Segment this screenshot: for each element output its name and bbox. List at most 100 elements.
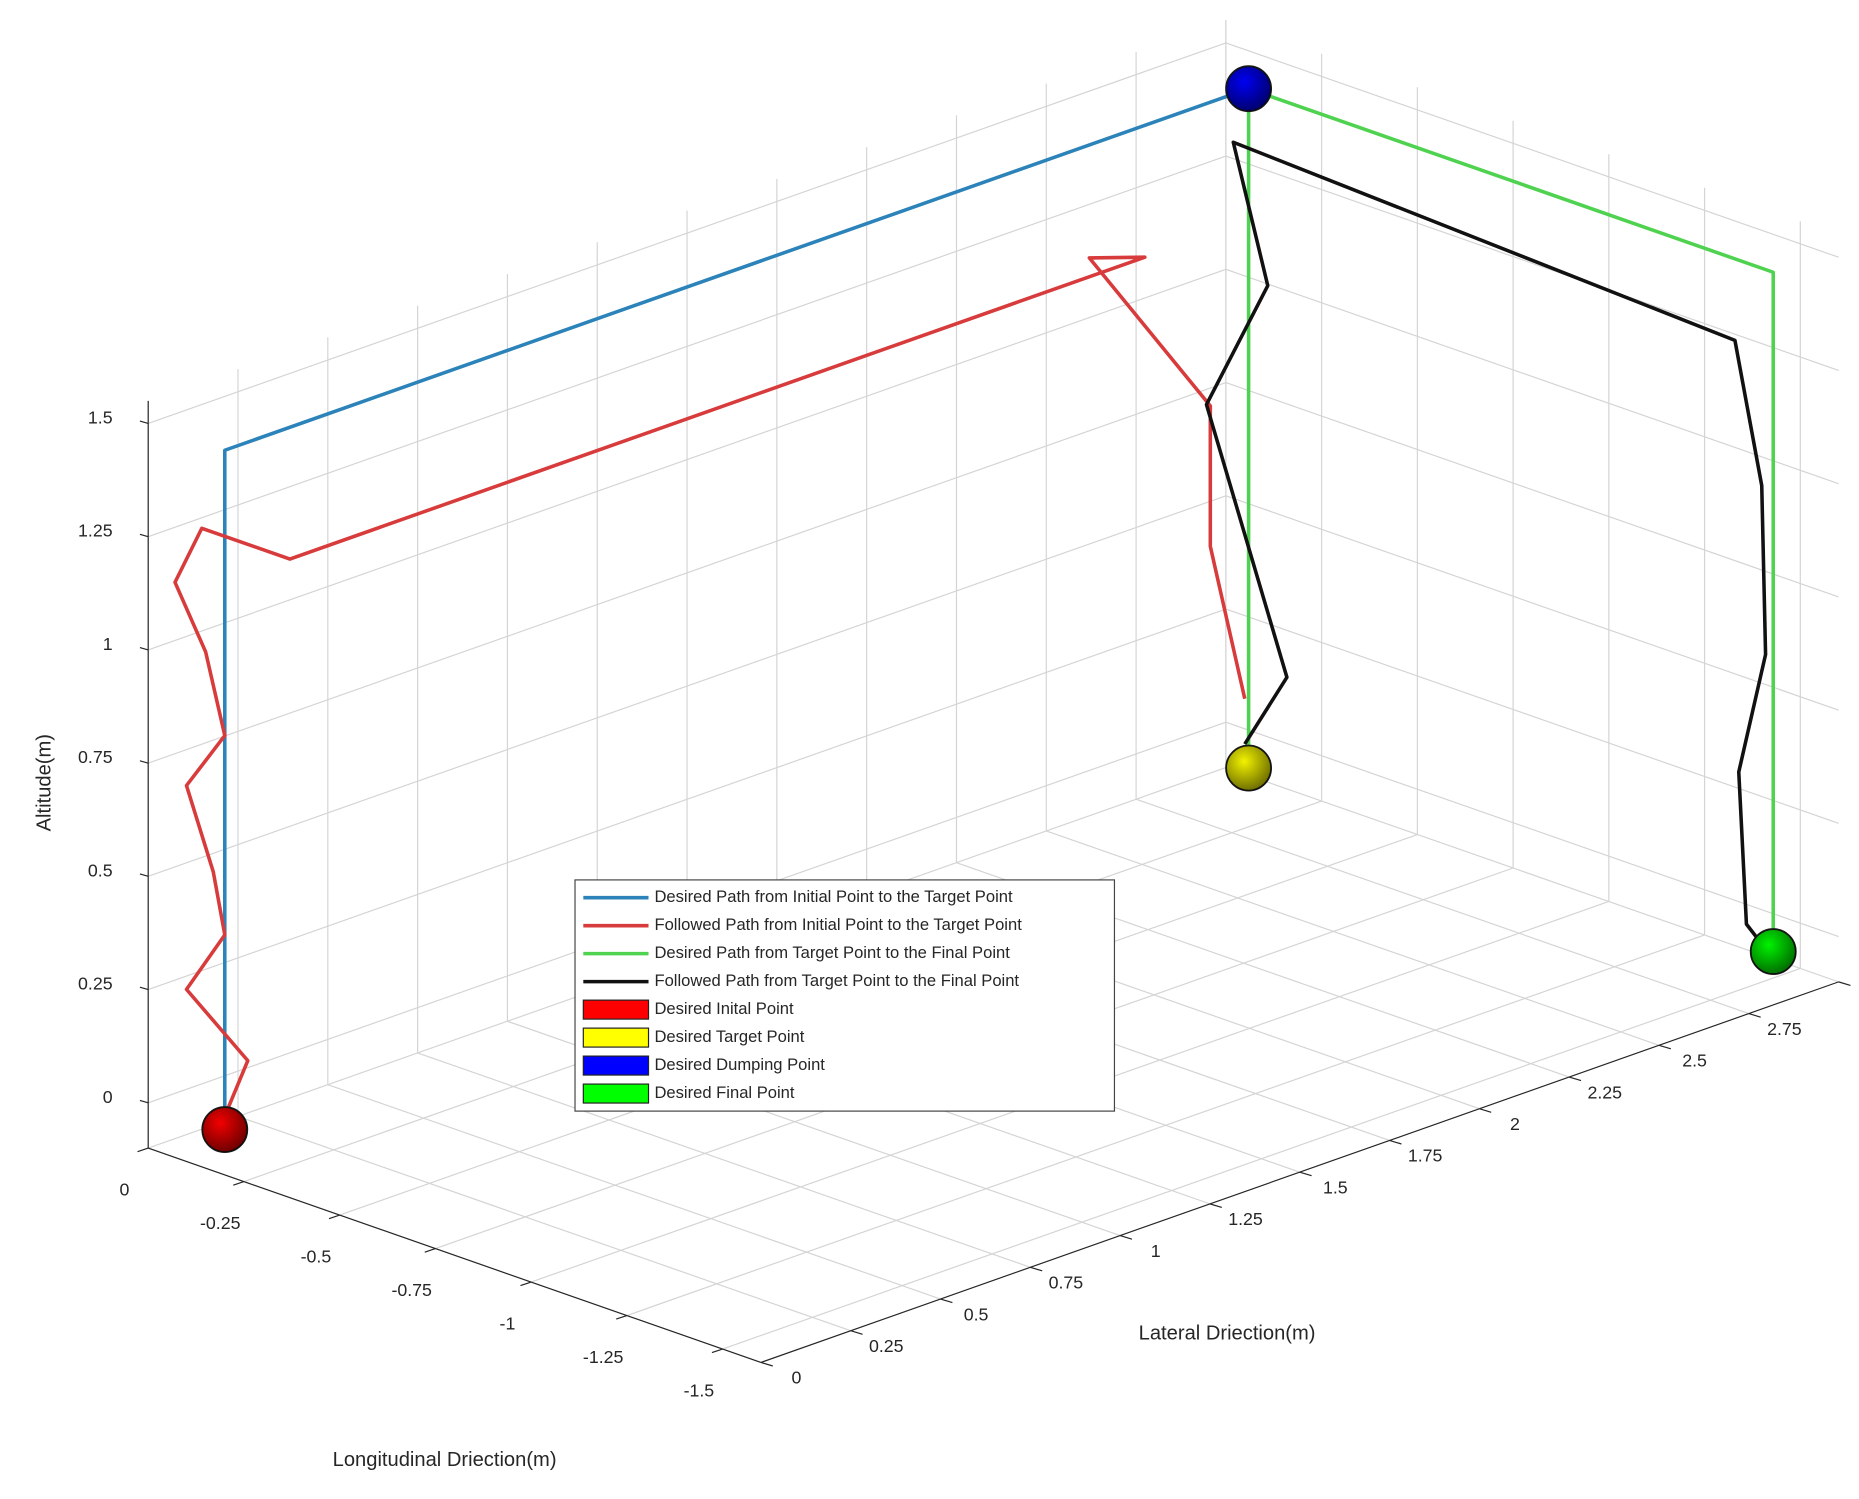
y-axis-title: Lateral Driection(m)	[1139, 1322, 1316, 1344]
grid-line	[1225, 268, 1839, 485]
tick-mark	[1209, 1203, 1222, 1209]
x-tick-label: -0.25	[200, 1213, 241, 1233]
legend-label: Desired Target Point	[654, 1027, 804, 1046]
grid-line	[1225, 382, 1839, 598]
tick-mark	[1569, 1076, 1582, 1082]
grid-line	[148, 155, 1227, 538]
tick-mark	[424, 1248, 436, 1253]
legend-label: Desired Inital Point	[654, 999, 794, 1018]
x-tick-label: -0.75	[391, 1280, 432, 1300]
y-tick-label: 2.5	[1682, 1051, 1707, 1071]
y-tick-label: 1.25	[1228, 1209, 1263, 1229]
z-tick-label: 1	[103, 634, 113, 654]
grid-line	[148, 382, 1227, 764]
tick-mark	[520, 1281, 532, 1287]
z-tick-label: 0.25	[78, 974, 113, 994]
grid-line	[1225, 495, 1839, 711]
sphere-shade	[1226, 66, 1272, 112]
legend-swatch	[582, 999, 650, 1020]
tick-mark	[139, 533, 149, 538]
tick-mark	[940, 1298, 953, 1304]
y-tick-label: 0.25	[869, 1336, 904, 1356]
y-tick-label: 0.75	[1049, 1273, 1084, 1293]
legend: Desired Path from Initial Point to the T…	[574, 879, 1116, 1112]
sphere-shade	[1226, 745, 1272, 791]
tick-mark	[1030, 1266, 1043, 1272]
grid-line	[1046, 830, 1660, 1046]
grid-line	[1225, 608, 1839, 824]
z-axis-title: Altitude(m)	[33, 734, 55, 831]
x-tick-label: -0.5	[301, 1246, 332, 1266]
tick-mark	[850, 1330, 863, 1335]
tick-mark	[139, 873, 149, 877]
tick-mark	[1748, 1013, 1761, 1018]
z-tick-label: 1.5	[88, 407, 113, 427]
x-tick-label: -1.5	[684, 1380, 715, 1400]
legend-label: Followed Path from Target Point to the F…	[654, 971, 1019, 990]
tick-mark	[139, 760, 149, 764]
tick-mark	[139, 646, 149, 651]
tick-mark	[1299, 1171, 1312, 1177]
z-tick-label: 0	[103, 1087, 113, 1107]
grid	[147, 20, 1839, 1364]
legend-swatch	[582, 1055, 650, 1076]
z-tick-label: 0.5	[88, 860, 113, 880]
sphere-shade	[202, 1107, 248, 1153]
grid-line	[1225, 721, 1839, 938]
tick-mark	[1838, 981, 1851, 986]
path-line	[1204, 140, 1768, 951]
tick-mark	[139, 420, 149, 425]
y-tick-label: 1	[1151, 1241, 1161, 1261]
tick-mark	[137, 1147, 149, 1153]
tick-mark	[328, 1214, 340, 1220]
sphere-shade	[1750, 929, 1796, 975]
y-tick-label: 0	[792, 1368, 802, 1388]
y-tick-label: 2.25	[1587, 1082, 1622, 1102]
grid-line	[148, 608, 1227, 991]
x-tick-label: 0	[120, 1179, 130, 1199]
tick-mark	[1119, 1235, 1133, 1240]
grid-line	[417, 1052, 1031, 1268]
axes: 0 -0.25 -0.5 -0.75 -1 -1.25 -1.5 0 0.25 0.5 0.75 1 1…	[78, 400, 1851, 1400]
tick-mark	[760, 1361, 773, 1367]
z-tick-label: 1.25	[78, 521, 113, 541]
tick-mark	[233, 1181, 245, 1186]
legend-label: Desired Final Point	[654, 1083, 794, 1102]
grid-line	[148, 268, 1227, 651]
path-line	[223, 87, 1250, 1117]
legend-label: Desired Dumping Point	[654, 1055, 825, 1074]
legend-label: Desired Path from Initial Point to the T…	[654, 887, 1013, 906]
legend-swatch	[582, 1083, 650, 1104]
x-tick-label: -1.25	[583, 1347, 624, 1367]
z-tick-label: 0.75	[78, 747, 113, 767]
tick-mark	[139, 1099, 149, 1104]
grid-line	[327, 1084, 941, 1300]
tick-mark	[139, 986, 149, 991]
x-tick-label: -1	[500, 1313, 516, 1333]
y-tick-label: 1.75	[1408, 1146, 1443, 1166]
grid-line	[148, 42, 1227, 425]
tick-mark	[1479, 1108, 1492, 1113]
legend-label: Desired Path from Target Point to the Fi…	[654, 943, 1010, 962]
path-line	[173, 255, 1247, 1117]
grid-line	[1135, 798, 1749, 1015]
grid-line	[237, 1115, 851, 1332]
legend-label: Followed Path from Initial Point to the …	[654, 915, 1022, 934]
y-tick-label: 0.5	[964, 1304, 989, 1324]
legend-swatch	[582, 1027, 650, 1048]
grid-line	[1225, 155, 1839, 372]
grid-line	[1225, 42, 1839, 258]
y-tick-label: 1.5	[1323, 1177, 1348, 1197]
path-line	[1246, 86, 1776, 952]
tick-mark	[711, 1348, 723, 1354]
y-tick-label: 2	[1510, 1114, 1520, 1134]
plot-area	[173, 65, 1797, 1154]
tick-mark	[616, 1314, 628, 1320]
tick-mark	[1389, 1139, 1402, 1145]
tick-mark	[1658, 1044, 1672, 1050]
legend-box	[574, 879, 1116, 1112]
grid-line	[1225, 766, 1839, 983]
x-axis-title: Longitudinal Driection(m)	[333, 1449, 557, 1471]
